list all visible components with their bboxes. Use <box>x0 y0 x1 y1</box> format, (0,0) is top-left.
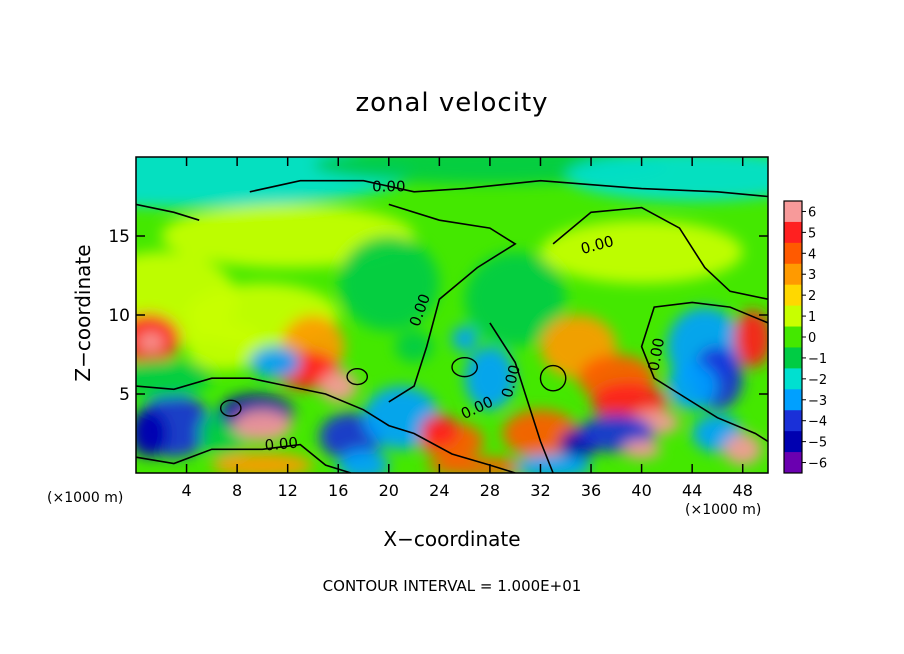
field-blob-23 <box>464 346 516 410</box>
colorbar-cell-5 <box>784 305 802 328</box>
colorbar-label-1: 5 <box>808 226 816 241</box>
field-blob-32 <box>420 414 459 447</box>
field-blob-36 <box>622 439 661 459</box>
colorbar-cell-4 <box>784 284 802 307</box>
colorbar-label-11: −5 <box>808 436 827 451</box>
contour-label-0: 0.00 <box>372 178 405 196</box>
field-blob-25 <box>136 409 168 458</box>
field-blob-42 <box>515 454 592 473</box>
field-blob-38 <box>723 433 762 466</box>
contour-line-4 <box>640 301 768 443</box>
y-tick-label-0: 5 <box>119 385 130 405</box>
colorbar-label-2: 4 <box>808 247 816 262</box>
x-tick-label-11: 48 <box>733 481 753 500</box>
colorbar: 6 5 4 3 2 1 0 −1 −2 −3 −4 −5 −6 <box>783 200 827 474</box>
colorbar-cell-0 <box>784 201 802 223</box>
colorbar-cell-9 <box>784 389 802 411</box>
field-blobs <box>136 157 768 473</box>
field-blob-33 <box>502 409 579 458</box>
field-blob-28 <box>233 409 292 442</box>
colorbar-label-9: −3 <box>808 394 827 409</box>
contour-line-6 <box>136 443 352 473</box>
contour-loop-1 <box>346 368 369 386</box>
field-blob-3 <box>161 204 415 268</box>
field-blob-40 <box>338 449 389 473</box>
chart-title: zonal velocity <box>355 88 549 118</box>
x-ticks: 4 8 12 16 20 24 28 32 36 40 44 48 <box>181 157 753 500</box>
field-blob-10 <box>138 332 164 352</box>
contour-line-0 <box>136 203 200 221</box>
field-blob-7 <box>338 236 440 331</box>
colorbar-label-7: −1 <box>808 352 827 367</box>
x-tick-label-1: 8 <box>232 481 242 500</box>
colorbar-cell-2 <box>784 242 802 265</box>
y-ticks: 5 10 15 <box>108 227 768 405</box>
colorbar-cell-6 <box>784 326 802 348</box>
x-tick-label-8: 36 <box>581 481 601 500</box>
contour-loop-2 <box>451 356 478 378</box>
contour-line-1 <box>249 179 768 198</box>
colorbar-cell-10 <box>784 410 802 432</box>
colorbar-cell-12 <box>784 452 802 474</box>
colorbar-cell-3 <box>784 263 802 286</box>
x-tick-label-5: 24 <box>429 481 449 500</box>
x-scale-note-right: (×1000 m) <box>685 502 762 518</box>
colorbar-label-6: 0 <box>808 331 816 346</box>
colorbar-cell-11 <box>784 431 802 453</box>
colorbar-label-3: 3 <box>808 268 816 283</box>
field-blob-22 <box>452 326 478 352</box>
x-tick-label-4: 20 <box>379 481 399 500</box>
y-tick-label-2: 15 <box>108 227 130 247</box>
colorbar-label-8: −2 <box>808 373 827 388</box>
x-tick-label-0: 4 <box>181 481 191 500</box>
x-tick-label-10: 44 <box>682 481 702 500</box>
contour-label-3: 0.00 <box>645 336 669 372</box>
contour-interval-note: CONTOUR INTERVAL = 1.000E+01 <box>322 577 582 595</box>
field-blob-2 <box>565 157 768 202</box>
colorbar-cell-1 <box>784 221 802 244</box>
contour-line-2 <box>388 203 517 403</box>
colorbar-label-12: −6 <box>808 457 827 472</box>
y-tick-label-1: 10 <box>108 306 130 326</box>
x-tick-label-6: 28 <box>480 481 500 500</box>
contour-loop-0 <box>219 399 242 417</box>
x-tick-label-2: 12 <box>278 481 298 500</box>
contour-line-3 <box>552 206 768 300</box>
contour-label-6: 0.00 <box>264 434 299 455</box>
zero-contours <box>136 179 768 473</box>
field-blob-4 <box>540 220 743 284</box>
velocity-field <box>136 157 768 473</box>
colorbar-label-4: 2 <box>808 289 816 304</box>
colorbar-cell-7 <box>784 347 802 369</box>
colorbar-cell-8 <box>784 368 802 390</box>
x-scale-note-left: (×1000 m) <box>47 490 124 506</box>
x-tick-label-9: 40 <box>631 481 651 500</box>
colorbar-label-0: 6 <box>808 205 816 220</box>
colorbar-label-10: −4 <box>808 415 827 430</box>
field-blob-11 <box>186 322 263 371</box>
field-blob-44 <box>249 346 301 379</box>
field-blob-21 <box>733 310 768 368</box>
x-axis-label: X−coordinate <box>383 527 521 551</box>
contour-loop-3 <box>539 364 567 392</box>
x-tick-label-7: 32 <box>530 481 550 500</box>
field-blob-39 <box>211 452 313 473</box>
field-blob-46 <box>666 362 718 410</box>
y-axis-label: Z−coordinate <box>71 244 95 382</box>
field-blob-14 <box>319 370 358 402</box>
contour-line-7 <box>489 322 554 473</box>
colorbar-label-5: 1 <box>808 310 816 325</box>
contour-line-5 <box>136 377 516 473</box>
x-tick-label-3: 16 <box>328 481 348 500</box>
field-blob-30 <box>363 386 440 450</box>
